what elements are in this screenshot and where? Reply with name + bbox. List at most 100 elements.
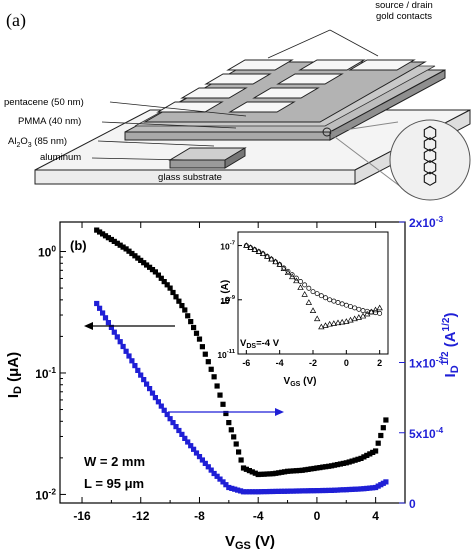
- drain-current-point: [323, 464, 329, 470]
- drain-current-point: [220, 401, 226, 407]
- inset-triangle-point: [301, 291, 308, 297]
- drain-current-point: [199, 344, 205, 350]
- inset-circle-point: [264, 253, 270, 259]
- inset-triangle-point: [347, 316, 354, 323]
- x-tick-label: -12: [132, 509, 150, 523]
- x-tick-label: 0: [314, 509, 321, 523]
- drain-current-point: [94, 227, 100, 233]
- y-right-tick-label: 1x10-3: [409, 355, 443, 371]
- sqrt-current-point: [326, 487, 332, 493]
- inset-circle-point: [248, 245, 253, 251]
- sqrt-current-point: [337, 487, 343, 493]
- drain-current-point: [349, 458, 355, 464]
- sqrt-current-point: [349, 486, 355, 492]
- inset-triangle-point: [363, 310, 371, 317]
- drain-current-point: [196, 336, 203, 342]
- x-axis-title: VGS (V): [225, 533, 275, 551]
- drain-current-point: [331, 462, 338, 468]
- inset-circle-point: [310, 289, 316, 295]
- inset-circle-point: [302, 282, 308, 288]
- drain-current-point: [173, 294, 179, 300]
- drain-current-point: [261, 471, 267, 477]
- drain-current-point: [302, 467, 308, 473]
- sqrt-current-point: [111, 329, 117, 335]
- sqrt-current-point: [220, 479, 226, 485]
- sqrt-current-point: [126, 353, 132, 359]
- sqrt-current-point: [173, 424, 179, 430]
- sqrt-current-point: [214, 473, 220, 479]
- inset-triangle-point: [338, 318, 346, 325]
- width-annotation: W = 2 mm: [84, 454, 145, 469]
- drain-current-point: [141, 260, 147, 266]
- drain-current-point: [111, 238, 117, 244]
- drain-current-point: [326, 463, 332, 469]
- sqrt-current-point: [129, 358, 135, 364]
- drain-current-point: [340, 460, 346, 466]
- drain-current-point: [255, 471, 261, 478]
- y-right-tick-label: 0: [409, 497, 416, 511]
- sqrt-current-point: [217, 476, 223, 482]
- drain-current-point: [228, 427, 234, 433]
- sqrt-current-point: [123, 348, 129, 354]
- inset-triangle-point: [280, 265, 288, 271]
- inset-x-title: VGS (V): [284, 376, 317, 388]
- sqrt-current-point: [285, 488, 291, 494]
- inset-triangle-point: [297, 284, 304, 290]
- inset-circle-point: [260, 251, 266, 257]
- pentacene-ring: [423, 125, 437, 141]
- sqrt-current-point: [311, 488, 317, 494]
- drain-current-point: [205, 359, 211, 365]
- sqrt-current-point: [155, 399, 161, 405]
- x-tick-label: -4: [253, 509, 264, 523]
- sqrt-current-point: [105, 320, 111, 326]
- inset-circle-point: [356, 306, 362, 312]
- inset-circle-point: [331, 298, 337, 304]
- aluminum-gate: [168, 147, 247, 169]
- pentacene-label: pentacene (50 nm): [4, 97, 84, 108]
- inset-chart: -6 -4 -2 0 210-710-910-11 VDS=-4 V VGS (V) I…: [217, 231, 389, 388]
- gold-contacts: [156, 59, 416, 113]
- sqrt-current-point: [211, 470, 217, 477]
- sqrt-current-point: [182, 435, 188, 441]
- sqrt-current-point: [258, 489, 264, 495]
- inset-circle-point: [348, 304, 353, 310]
- inset-triangle-point: [355, 314, 363, 320]
- drain-current-point: [126, 248, 132, 254]
- drain-current-point: [375, 440, 381, 446]
- sqrt-current-point: [232, 486, 238, 492]
- y-left-axis-title: ID (μA): [5, 352, 24, 398]
- drain-current-point: [273, 470, 279, 476]
- inset-triangle-point: [334, 319, 342, 326]
- drain-current-point: [352, 457, 358, 463]
- inset-x-tick-label: 2: [377, 358, 382, 368]
- sqrt-current-point: [249, 489, 255, 495]
- sqrt-current-point: [261, 489, 267, 495]
- sqrt-current-point: [355, 486, 361, 492]
- drain-current-point: [252, 470, 258, 476]
- drain-current-point: [152, 269, 158, 275]
- drain-current-point: [264, 471, 270, 477]
- drain-current-point: [236, 449, 242, 455]
- inset-triangle-point: [305, 299, 313, 305]
- glass-label: glass substrate: [158, 172, 222, 183]
- sqrt-current-point: [235, 487, 241, 493]
- panel-a: (a): [4, 0, 471, 201]
- drain-current-point: [380, 425, 386, 431]
- sqrt-current-point: [176, 427, 182, 434]
- sqrt-current-point: [296, 488, 302, 494]
- sqrt-current-point: [238, 488, 244, 494]
- sqrt-current-point: [370, 485, 376, 491]
- sqrt-current-point: [229, 485, 235, 491]
- sqrt-current-point: [100, 310, 106, 316]
- drain-current-point: [296, 467, 302, 474]
- sqrt-current-point: [358, 486, 364, 492]
- drain-current-point: [285, 468, 291, 474]
- inset-axis-ticks: -6 -4 -2 0 2 10-7 10-9 10-11: [217, 241, 382, 368]
- inset-circle-point: [293, 275, 299, 281]
- drain-current-point: [364, 452, 370, 458]
- pmma-label: PMMA (40 nm): [18, 116, 81, 127]
- inset-triangle-point: [330, 320, 338, 326]
- sqrt-current-point: [135, 367, 141, 373]
- drain-current-point: [287, 468, 294, 474]
- sqrt-current-point: [334, 487, 341, 493]
